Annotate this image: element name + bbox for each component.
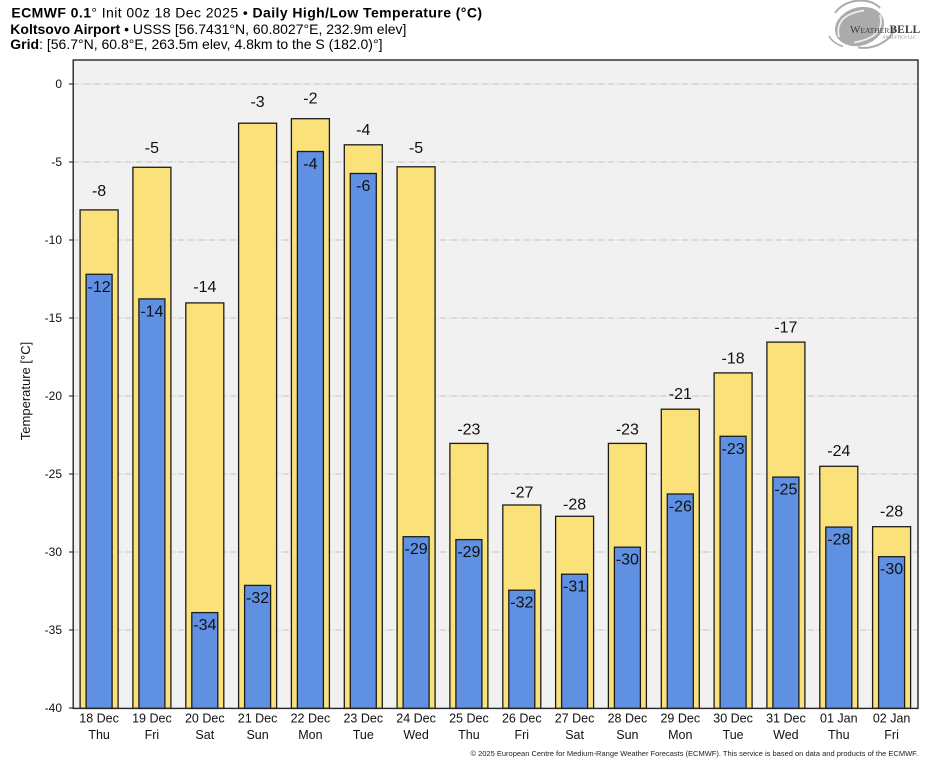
- svg-text:© 2025 European Centre for Med: © 2025 European Centre for Medium-Range …: [470, 749, 918, 758]
- svg-text:-28: -28: [827, 532, 850, 549]
- svg-text:Thu: Thu: [88, 728, 110, 742]
- svg-text:02 Jan: 02 Jan: [873, 712, 911, 726]
- svg-text:Fri: Fri: [884, 728, 899, 742]
- svg-text:-18: -18: [722, 350, 745, 367]
- svg-text:Mon: Mon: [668, 728, 692, 742]
- svg-text:ANALYTICS LLC: ANALYTICS LLC: [882, 34, 916, 39]
- svg-text:01 Jan: 01 Jan: [820, 712, 858, 726]
- svg-text:-14: -14: [193, 279, 216, 296]
- svg-text:-25: -25: [45, 467, 63, 481]
- svg-text:Tue: Tue: [723, 728, 744, 742]
- svg-text:Fri: Fri: [515, 728, 530, 742]
- svg-text:30 Dec: 30 Dec: [713, 712, 753, 726]
- svg-text:-5: -5: [51, 155, 62, 169]
- svg-text:-4: -4: [356, 122, 370, 139]
- svg-text:-32: -32: [246, 590, 269, 607]
- svg-text:-29: -29: [405, 541, 428, 558]
- svg-text:-29: -29: [457, 544, 480, 561]
- svg-text:-6: -6: [356, 178, 370, 195]
- svg-text:Fri: Fri: [145, 728, 160, 742]
- svg-text:-23: -23: [722, 441, 745, 458]
- svg-text:Grid: [56.7°N, 60.8°E, 263.5m: Grid: [56.7°N, 60.8°E, 263.5m elev, 4.8k…: [10, 36, 382, 52]
- svg-text:22 Dec: 22 Dec: [291, 712, 331, 726]
- svg-text:-10: -10: [45, 233, 63, 247]
- svg-text:24 Dec: 24 Dec: [396, 712, 436, 726]
- svg-text:-31: -31: [563, 579, 586, 596]
- svg-text:21 Dec: 21 Dec: [238, 712, 278, 726]
- svg-text:-15: -15: [45, 311, 63, 325]
- svg-text:-14: -14: [140, 303, 163, 320]
- svg-text:-8: -8: [92, 183, 106, 200]
- svg-text:-24: -24: [827, 443, 850, 460]
- svg-text:28 Dec: 28 Dec: [608, 712, 648, 726]
- svg-text:19 Dec: 19 Dec: [132, 712, 172, 726]
- svg-text:27 Dec: 27 Dec: [555, 712, 595, 726]
- svg-text:-23: -23: [616, 422, 639, 439]
- svg-text:-28: -28: [563, 496, 586, 513]
- svg-text:-5: -5: [145, 140, 159, 157]
- svg-text:-17: -17: [774, 320, 797, 337]
- svg-text:Tue: Tue: [353, 728, 374, 742]
- svg-text:-2: -2: [303, 91, 317, 108]
- svg-text:25 Dec: 25 Dec: [449, 712, 489, 726]
- svg-text:-35: -35: [45, 623, 63, 637]
- svg-text:-27: -27: [510, 485, 533, 502]
- svg-text:Wed: Wed: [403, 728, 429, 742]
- svg-text:Temperature [°C]: Temperature [°C]: [18, 342, 33, 440]
- svg-text:-3: -3: [250, 94, 264, 111]
- svg-text:-25: -25: [774, 482, 797, 499]
- svg-text:WEATHERBELL: WEATHERBELL: [850, 24, 921, 36]
- svg-text:Mon: Mon: [298, 728, 322, 742]
- svg-text:-28: -28: [880, 504, 903, 521]
- svg-text:-21: -21: [669, 386, 692, 403]
- svg-text:29 Dec: 29 Dec: [660, 712, 700, 726]
- svg-text:23 Dec: 23 Dec: [343, 712, 383, 726]
- svg-text:-40: -40: [45, 701, 63, 715]
- svg-text:-4: -4: [303, 156, 317, 173]
- svg-text:Sat: Sat: [565, 728, 584, 742]
- svg-text:Wed: Wed: [773, 728, 799, 742]
- svg-text:Sun: Sun: [616, 728, 638, 742]
- svg-text:Thu: Thu: [458, 728, 480, 742]
- svg-text:ECMWF 0.1° Init 00z 18 Dec 202: ECMWF 0.1° Init 00z 18 Dec 2025 • Daily …: [11, 5, 482, 21]
- svg-text:-30: -30: [45, 545, 63, 559]
- svg-text:-32: -32: [510, 595, 533, 612]
- svg-text:-23: -23: [457, 422, 480, 439]
- svg-text:-30: -30: [616, 552, 639, 569]
- svg-text:31 Dec: 31 Dec: [766, 712, 806, 726]
- svg-text:-34: -34: [193, 617, 216, 634]
- svg-text:Sun: Sun: [246, 728, 268, 742]
- svg-text:0: 0: [55, 77, 62, 91]
- svg-text:-20: -20: [45, 389, 63, 403]
- svg-text:-5: -5: [409, 140, 423, 157]
- svg-text:-12: -12: [88, 279, 111, 296]
- svg-text:Sat: Sat: [195, 728, 214, 742]
- svg-text:Thu: Thu: [828, 728, 850, 742]
- svg-text:18 Dec: 18 Dec: [79, 712, 119, 726]
- svg-text:26 Dec: 26 Dec: [502, 712, 542, 726]
- svg-text:Koltsovo Airport • USSS [56.74: Koltsovo Airport • USSS [56.7431°N, 60.8…: [10, 21, 406, 37]
- svg-text:20 Dec: 20 Dec: [185, 712, 225, 726]
- svg-text:-26: -26: [669, 499, 692, 516]
- svg-text:-30: -30: [880, 561, 903, 578]
